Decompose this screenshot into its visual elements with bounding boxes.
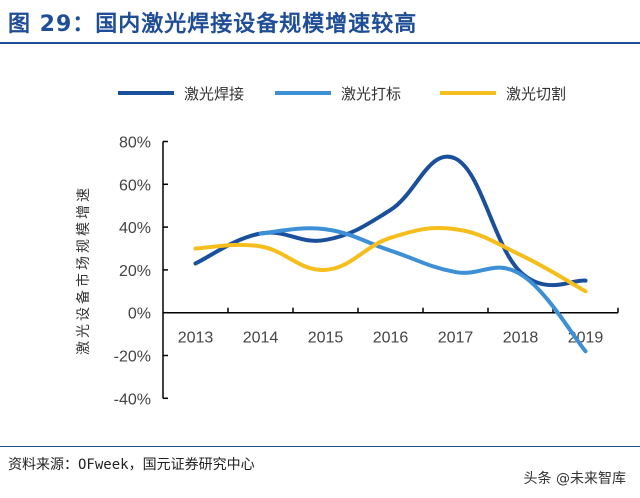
x-tick-label: 2015	[308, 330, 344, 347]
legend-label: 激光打标	[341, 85, 401, 103]
x-tick-label: 2013	[178, 330, 214, 347]
source-note: 资料来源：OFweek，国元证券研究中心	[8, 457, 255, 473]
y-tick-label: -40%	[114, 391, 151, 408]
x-tick-label: 2016	[373, 330, 409, 347]
legend-label: 激光焊接	[184, 85, 244, 103]
x-tick-label: 2014	[243, 330, 279, 347]
y-tick-label: 20%	[119, 263, 151, 280]
series-line-2	[258, 226, 588, 354]
series-line-1	[193, 154, 588, 288]
y-tick-label: 40%	[119, 220, 151, 237]
y-axis-label: 激光设备市场规模增速	[75, 185, 92, 355]
y-tick-label: -20%	[114, 349, 151, 366]
series-line-3	[193, 226, 588, 294]
footer-rule	[0, 446, 640, 447]
watermark: 头条 @未来智库	[523, 471, 626, 487]
y-tick-label: 0%	[128, 306, 151, 323]
y-tick-label: 60%	[119, 177, 151, 194]
legend-label: 激光切割	[506, 85, 566, 103]
y-tick-label: 80%	[119, 135, 151, 152]
title-rule	[0, 42, 640, 44]
x-tick-label: 2018	[503, 330, 539, 347]
figure-title: 图 29：国内激光焊接设备规模增速较高	[8, 12, 418, 37]
x-tick-label: 2017	[438, 330, 474, 347]
